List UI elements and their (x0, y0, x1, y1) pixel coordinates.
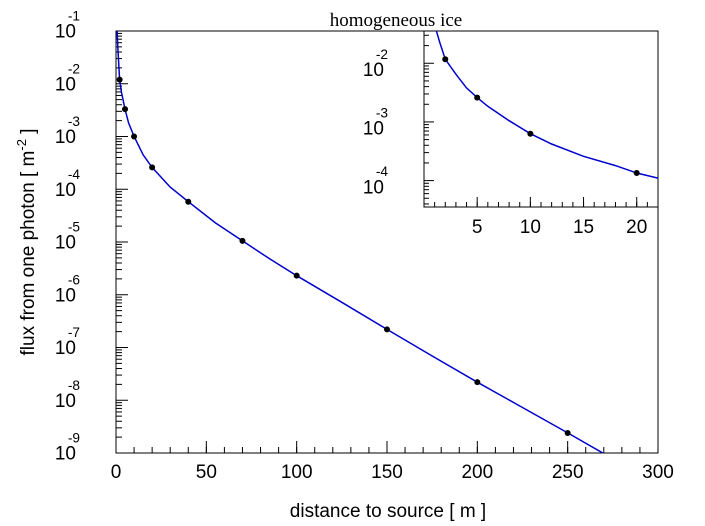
inset-plot-frame (423, 30, 659, 208)
y-tick-label: 10 (363, 119, 384, 140)
y-tick-base: 10 (55, 127, 76, 148)
y-tick-exponent: -4 (68, 167, 81, 182)
y-tick-exponent: -6 (68, 272, 80, 287)
y-tick-exponent: -9 (68, 431, 80, 446)
x-tick-label: 20 (626, 217, 647, 238)
y-tick-base: 10 (55, 233, 76, 254)
x-tick-label: 150 (371, 462, 403, 483)
y-tick-base: 10 (55, 22, 76, 43)
y-tick-exponent: -4 (376, 164, 389, 179)
y-axis-label-close: ] (18, 128, 39, 139)
x-tick-label: 5 (472, 217, 483, 238)
data-point (131, 133, 138, 140)
y-tick-label: 10 (55, 22, 76, 43)
x-tick-label: 100 (281, 462, 313, 483)
y-tick-exponent: -2 (376, 47, 388, 62)
x-tick-label: 300 (642, 462, 674, 483)
data-point (185, 198, 192, 205)
y-tick-exponent: -2 (68, 61, 80, 76)
x-tick-label: 200 (461, 462, 493, 483)
data-point (474, 94, 481, 101)
y-tick-base: 10 (55, 74, 76, 95)
y-tick-label: 10 (55, 444, 76, 465)
y-tick-base: 10 (55, 444, 76, 465)
x-tick-label: 10 (520, 217, 541, 238)
y-tick-exponent: -1 (68, 9, 80, 24)
data-point (564, 429, 571, 436)
series-line (435, 31, 658, 179)
data-point (122, 106, 129, 113)
y-tick-exponent: -5 (68, 220, 81, 235)
data-point (474, 379, 481, 386)
y-tick-label: 10 (363, 60, 384, 81)
y-tick-label: 10 (55, 338, 76, 359)
data-point (384, 326, 390, 333)
y-axis-label-main: flux from one photon [ m (18, 151, 39, 356)
series-line (116, 31, 605, 453)
y-tick-base: 10 (363, 177, 384, 198)
y-tick-base: 10 (363, 60, 384, 81)
y-tick-label: 10 (55, 127, 76, 148)
data-point (633, 169, 640, 176)
y-tick-exponent: -3 (68, 114, 80, 129)
data-point (149, 164, 156, 171)
y-tick-label: 10 (55, 180, 76, 201)
data-point (442, 56, 449, 63)
y-tick-label: 10 (55, 285, 76, 306)
y-tick-base: 10 (55, 338, 76, 359)
y-tick-label: 10 (363, 177, 384, 198)
data-point (239, 237, 246, 244)
y-axis-label: flux from one photon [ m-2 ] (14, 128, 39, 355)
y-tick-label: 10 (55, 74, 76, 95)
x-tick-label: 15 (573, 217, 594, 238)
y-tick-base: 10 (55, 180, 76, 201)
y-tick-base: 10 (55, 285, 76, 306)
y-tick-base: 10 (363, 119, 384, 140)
y-tick-label: 10 (55, 391, 76, 412)
data-point (527, 130, 534, 137)
y-tick-base: 10 (55, 391, 76, 412)
data-point (293, 272, 300, 279)
y-tick-exponent: -7 (68, 325, 80, 340)
y-tick-label: 10 (55, 233, 76, 254)
y-tick-exponent: -3 (376, 105, 388, 120)
data-point (116, 76, 123, 83)
y-axis-label-exp: -2 (14, 139, 29, 151)
x-axis-label: distance to source [ m ] (290, 501, 486, 522)
x-tick-label: 250 (552, 462, 584, 483)
chart-title: homogeneous ice (330, 10, 462, 31)
y-tick-exponent: -8 (68, 378, 81, 393)
x-tick-label: 50 (196, 462, 217, 483)
x-tick-label: 0 (111, 462, 122, 483)
